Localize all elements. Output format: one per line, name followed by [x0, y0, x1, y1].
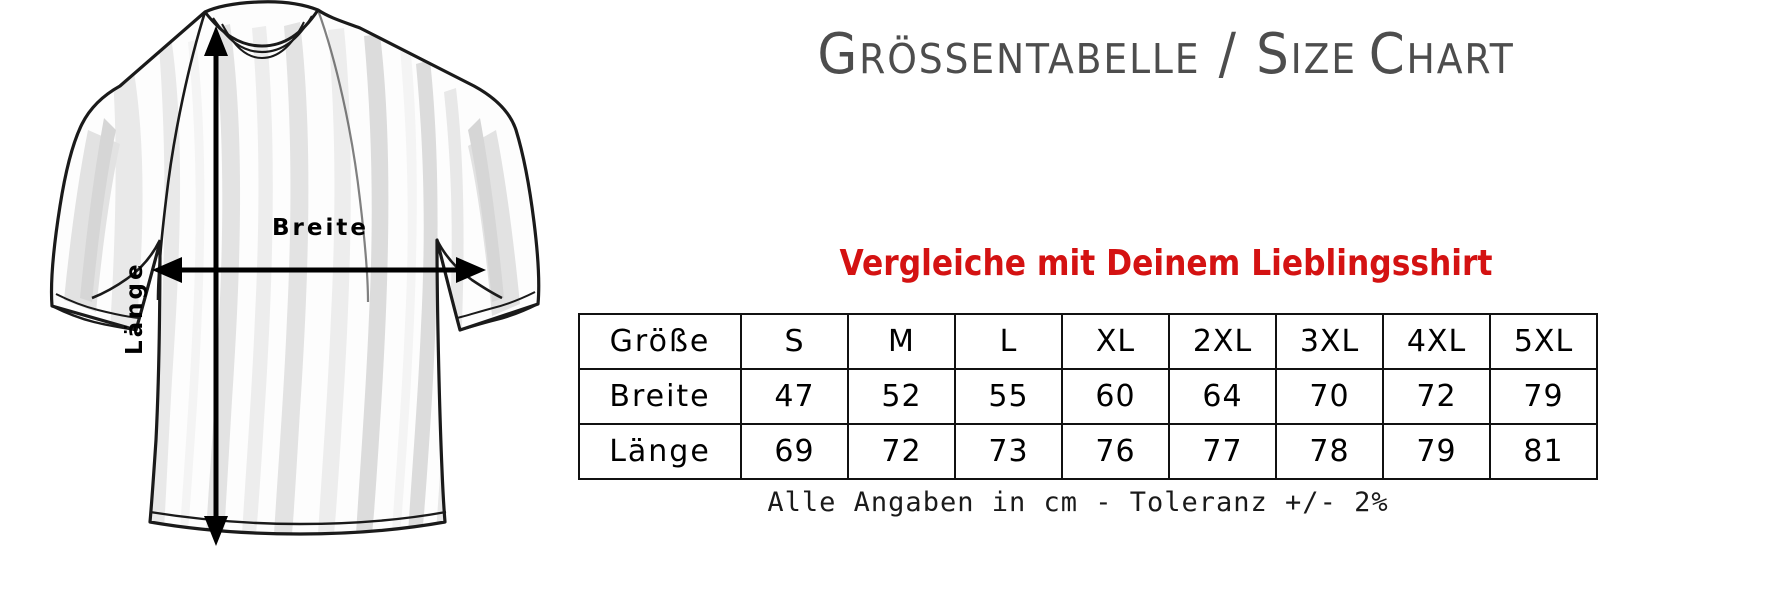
laenge-dimension-arrow — [204, 26, 228, 546]
cell-laenge-s: 69 — [740, 423, 849, 480]
cell-size-l: L — [954, 313, 1063, 370]
cell-laenge-4xl: 79 — [1382, 423, 1491, 480]
cell-laenge-l: 73 — [954, 423, 1063, 480]
row-header-size: Größe — [578, 313, 742, 370]
cell-breite-3xl: 70 — [1275, 368, 1384, 425]
shirt-illustration-panel: Breite Länge — [0, 0, 560, 600]
cell-size-3xl: 3XL — [1275, 313, 1384, 370]
breite-label: Breite — [272, 215, 369, 241]
table-row-breite: Breite 47 52 55 60 64 70 72 79 — [578, 368, 1598, 425]
cell-size-m: M — [847, 313, 956, 370]
cell-breite-m: 52 — [847, 368, 956, 425]
cell-breite-l: 55 — [954, 368, 1063, 425]
cell-laenge-2xl: 77 — [1168, 423, 1277, 480]
size-chart-panel: GRÖSSENTABELLE / SIZE CHART Vergleiche m… — [560, 0, 1772, 600]
cell-size-4xl: 4XL — [1382, 313, 1491, 370]
page-title-de: GRÖSSENTABELLE — [817, 22, 1201, 87]
footnote: Alle Angaben in cm - Toleranz +/- 2% — [767, 487, 1389, 518]
cell-breite-s: 47 — [740, 368, 849, 425]
cell-breite-2xl: 64 — [1168, 368, 1277, 425]
laenge-label: Länge — [122, 261, 148, 355]
cell-laenge-xl: 76 — [1061, 423, 1170, 480]
table-row-laenge: Länge 69 72 73 76 77 78 79 81 — [578, 423, 1598, 480]
row-header-breite: Breite — [578, 368, 742, 425]
row-header-laenge: Länge — [578, 423, 742, 480]
breite-dimension-arrow — [152, 257, 486, 283]
cell-size-xl: XL — [1061, 313, 1170, 370]
cell-size-2xl: 2XL — [1168, 313, 1277, 370]
subtitle: Vergleiche mit Deinem Lieblingsshirt — [839, 243, 1493, 284]
cell-breite-xl: 60 — [1061, 368, 1170, 425]
size-table: Größe S M L XL 2XL 3XL 4XL 5XL Breite 47… — [578, 313, 1598, 480]
page-title-separator: / — [1200, 22, 1257, 87]
cell-breite-4xl: 72 — [1382, 368, 1491, 425]
page-title: GRÖSSENTABELLE / SIZE CHART — [608, 22, 1723, 87]
page-title-en: SIZE CHART — [1256, 22, 1515, 87]
cell-laenge-m: 72 — [847, 423, 956, 480]
long-sleeve-shirt-icon — [49, 0, 541, 546]
cell-size-s: S — [740, 313, 849, 370]
cell-laenge-5xl: 81 — [1489, 423, 1598, 480]
cell-laenge-3xl: 78 — [1275, 423, 1384, 480]
cell-size-5xl: 5XL — [1489, 313, 1598, 370]
cell-breite-5xl: 79 — [1489, 368, 1598, 425]
table-row-size: Größe S M L XL 2XL 3XL 4XL 5XL — [578, 313, 1598, 370]
